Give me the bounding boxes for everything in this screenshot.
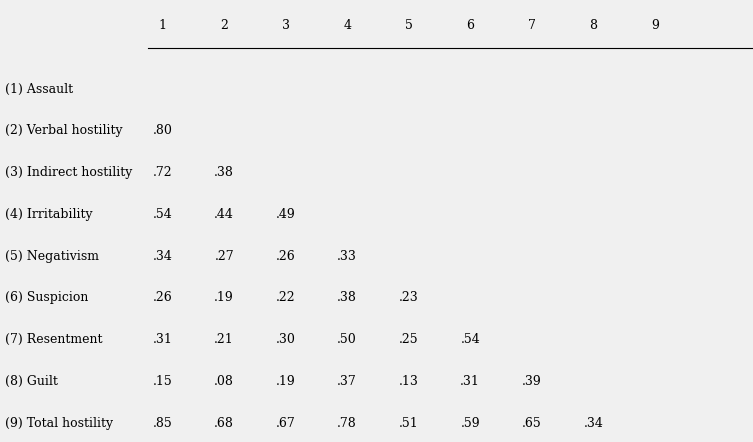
Text: .67: .67 (276, 416, 296, 430)
Text: .54: .54 (460, 333, 480, 346)
Text: 5: 5 (405, 19, 413, 32)
Text: .34: .34 (153, 250, 172, 263)
Text: (6) Suspicion: (6) Suspicion (5, 291, 89, 305)
Text: .33: .33 (337, 250, 357, 263)
Text: (9) Total hostility: (9) Total hostility (5, 416, 113, 430)
Text: 4: 4 (343, 19, 351, 32)
Text: .54: .54 (153, 208, 172, 221)
Text: .26: .26 (276, 250, 296, 263)
Text: .08: .08 (215, 375, 234, 388)
Text: .80: .80 (153, 125, 172, 137)
Text: (1) Assault: (1) Assault (5, 83, 73, 96)
Text: (7) Resentment: (7) Resentment (5, 333, 102, 346)
Text: (5) Negativism: (5) Negativism (5, 250, 99, 263)
Text: (4) Irritability: (4) Irritability (5, 208, 93, 221)
Text: .13: .13 (399, 375, 419, 388)
Text: .44: .44 (215, 208, 234, 221)
Text: .78: .78 (337, 416, 357, 430)
Text: .72: .72 (153, 166, 172, 179)
Text: .85: .85 (153, 416, 172, 430)
Text: 6: 6 (466, 19, 474, 32)
Text: .27: .27 (215, 250, 234, 263)
Text: .21: .21 (215, 333, 234, 346)
Text: .68: .68 (215, 416, 234, 430)
Text: 3: 3 (282, 19, 290, 32)
Text: (2) Verbal hostility: (2) Verbal hostility (5, 125, 123, 137)
Text: .31: .31 (460, 375, 480, 388)
Text: .65: .65 (522, 416, 541, 430)
Text: .49: .49 (276, 208, 296, 221)
Text: .39: .39 (522, 375, 541, 388)
Text: .50: .50 (337, 333, 357, 346)
Text: .30: .30 (276, 333, 296, 346)
Text: .34: .34 (584, 416, 603, 430)
Text: .15: .15 (153, 375, 172, 388)
Text: 9: 9 (651, 19, 659, 32)
Text: (3) Indirect hostility: (3) Indirect hostility (5, 166, 133, 179)
Text: .59: .59 (461, 416, 480, 430)
Text: .26: .26 (153, 291, 172, 305)
Text: .25: .25 (399, 333, 419, 346)
Text: .51: .51 (399, 416, 419, 430)
Text: .19: .19 (276, 375, 296, 388)
Text: 1: 1 (159, 19, 166, 32)
Text: .22: .22 (276, 291, 295, 305)
Text: 8: 8 (590, 19, 597, 32)
Text: .38: .38 (337, 291, 357, 305)
Text: 2: 2 (221, 19, 228, 32)
Text: (8) Guilt: (8) Guilt (5, 375, 58, 388)
Text: .19: .19 (215, 291, 234, 305)
Text: .23: .23 (399, 291, 419, 305)
Text: .37: .37 (337, 375, 357, 388)
Text: .38: .38 (215, 166, 234, 179)
Text: .31: .31 (153, 333, 172, 346)
Text: 7: 7 (528, 19, 535, 32)
